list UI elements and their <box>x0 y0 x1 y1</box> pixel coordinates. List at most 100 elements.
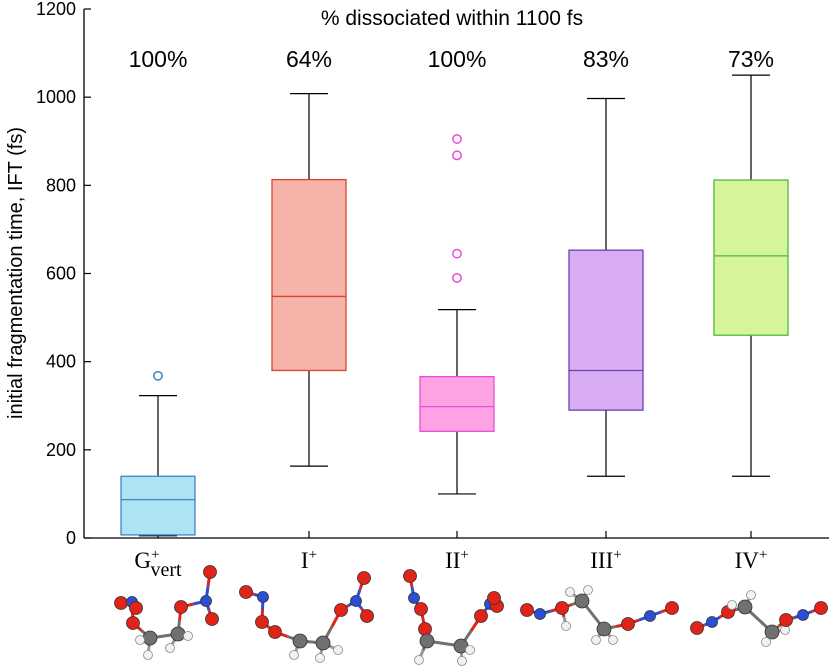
iqr-box-0 <box>120 475 196 536</box>
percent-label-0: 100% <box>129 46 188 72</box>
chart-title: % dissociated within 1100 fs <box>321 7 583 30</box>
atom-2-3 <box>418 622 432 636</box>
atom-0-6 <box>135 635 145 645</box>
atom-3-5 <box>583 585 593 595</box>
atom-3-7 <box>591 635 601 645</box>
atom-1-11 <box>357 571 371 585</box>
y-tick-label-2: 400 <box>46 352 76 372</box>
atom-4-8 <box>761 637 771 647</box>
atom-4-6 <box>764 624 780 640</box>
atom-1-1 <box>257 591 269 603</box>
atom-2-8 <box>465 645 475 655</box>
atom-0-12 <box>205 612 219 626</box>
atom-0-7 <box>143 650 153 660</box>
atom-0-3 <box>126 616 140 630</box>
atom-0-13 <box>183 631 193 641</box>
atom-2-2 <box>414 602 428 616</box>
atom-4-3 <box>727 600 737 610</box>
atom-3-10 <box>644 610 656 622</box>
atom-0-2 <box>129 601 143 615</box>
outlier-2-2 <box>452 150 462 161</box>
y-tick-label-1: 200 <box>46 440 76 460</box>
iqr-box-2 <box>419 376 495 432</box>
atom-4-10 <box>797 609 809 621</box>
iqr-box-3 <box>568 249 644 411</box>
y-tick-label-5: 1000 <box>36 87 76 107</box>
atom-2-0 <box>403 569 417 583</box>
y-tick-label-3: 600 <box>46 264 76 284</box>
atom-4-1 <box>706 616 718 628</box>
atom-4-11 <box>814 601 828 615</box>
atom-3-3 <box>574 593 590 609</box>
axes: 0 200 400 600 800 1000 1200 <box>36 0 829 548</box>
atom-3-0 <box>520 603 534 617</box>
percent-label-2: 100% <box>428 46 487 72</box>
atom-3-6 <box>596 621 612 637</box>
atom-3-11 <box>665 601 679 615</box>
box-4 <box>713 74 789 477</box>
percent-label-4: 73% <box>728 46 774 72</box>
category-label-2: II+ <box>445 547 469 573</box>
molecule-2 <box>403 569 504 666</box>
atom-2-7 <box>457 656 467 666</box>
iqr-box-4 <box>713 179 789 336</box>
atom-1-7 <box>315 653 325 663</box>
atom-1-12 <box>360 609 374 623</box>
category-label-3: III+ <box>590 547 621 573</box>
y-tick-label-4: 800 <box>46 175 76 195</box>
labels: initial fragmentation time, IFT (fs) % di… <box>5 7 774 581</box>
atom-1-5 <box>315 635 331 651</box>
atom-3-1 <box>534 608 546 620</box>
atom-2-12 <box>487 591 501 605</box>
outlier-2-0 <box>452 272 462 283</box>
box-2 <box>419 134 495 495</box>
outlier-2-1 <box>452 248 462 259</box>
y-axis-title: initial fragmentation time, IFT (fs) <box>5 127 27 419</box>
box-3 <box>568 97 644 477</box>
atom-4-0 <box>690 621 704 635</box>
molecule-3 <box>520 585 679 645</box>
atom-0-0 <box>114 596 128 610</box>
outlier-2-3 <box>452 134 462 144</box>
y-tick-label-6: 1200 <box>36 0 76 19</box>
percent-label-3: 83% <box>583 46 629 72</box>
molecule-0 <box>114 565 219 660</box>
category-label-1: I+ <box>301 547 317 573</box>
atom-0-10 <box>200 595 212 607</box>
atom-1-0 <box>239 585 253 599</box>
iqr-box-1 <box>271 178 347 372</box>
atom-1-8 <box>333 645 343 655</box>
atom-3-12 <box>561 621 571 631</box>
atom-1-9 <box>334 603 348 617</box>
boxes <box>120 74 789 537</box>
y-tick-label-0: 0 <box>66 528 76 548</box>
atom-3-4 <box>565 587 575 597</box>
atom-4-5 <box>746 590 756 600</box>
atom-0-11 <box>203 565 217 579</box>
molecule-4 <box>690 590 828 647</box>
atom-0-9 <box>174 600 188 614</box>
atom-2-9 <box>474 609 488 623</box>
atom-0-8 <box>165 643 175 653</box>
atom-1-2 <box>255 615 269 629</box>
atom-0-5 <box>170 626 186 642</box>
category-label-0: G+ vert <box>134 547 182 581</box>
atom-4-4 <box>737 599 753 615</box>
atom-3-2 <box>555 601 569 615</box>
outlier-0-0 <box>153 370 163 381</box>
atom-0-4 <box>142 630 158 646</box>
atom-4-7 <box>780 625 790 635</box>
box-1 <box>271 93 347 467</box>
atom-3-8 <box>608 635 618 645</box>
box-0 <box>120 370 196 537</box>
atom-2-4 <box>419 633 435 649</box>
atom-4-9 <box>779 613 793 627</box>
atom-1-6 <box>289 650 299 660</box>
category-label-4: IV+ <box>735 547 768 573</box>
atom-2-1 <box>408 592 420 604</box>
atom-1-4 <box>292 633 308 649</box>
molecule-structures <box>114 565 828 666</box>
atom-2-6 <box>414 655 424 665</box>
atom-1-3 <box>268 625 282 639</box>
